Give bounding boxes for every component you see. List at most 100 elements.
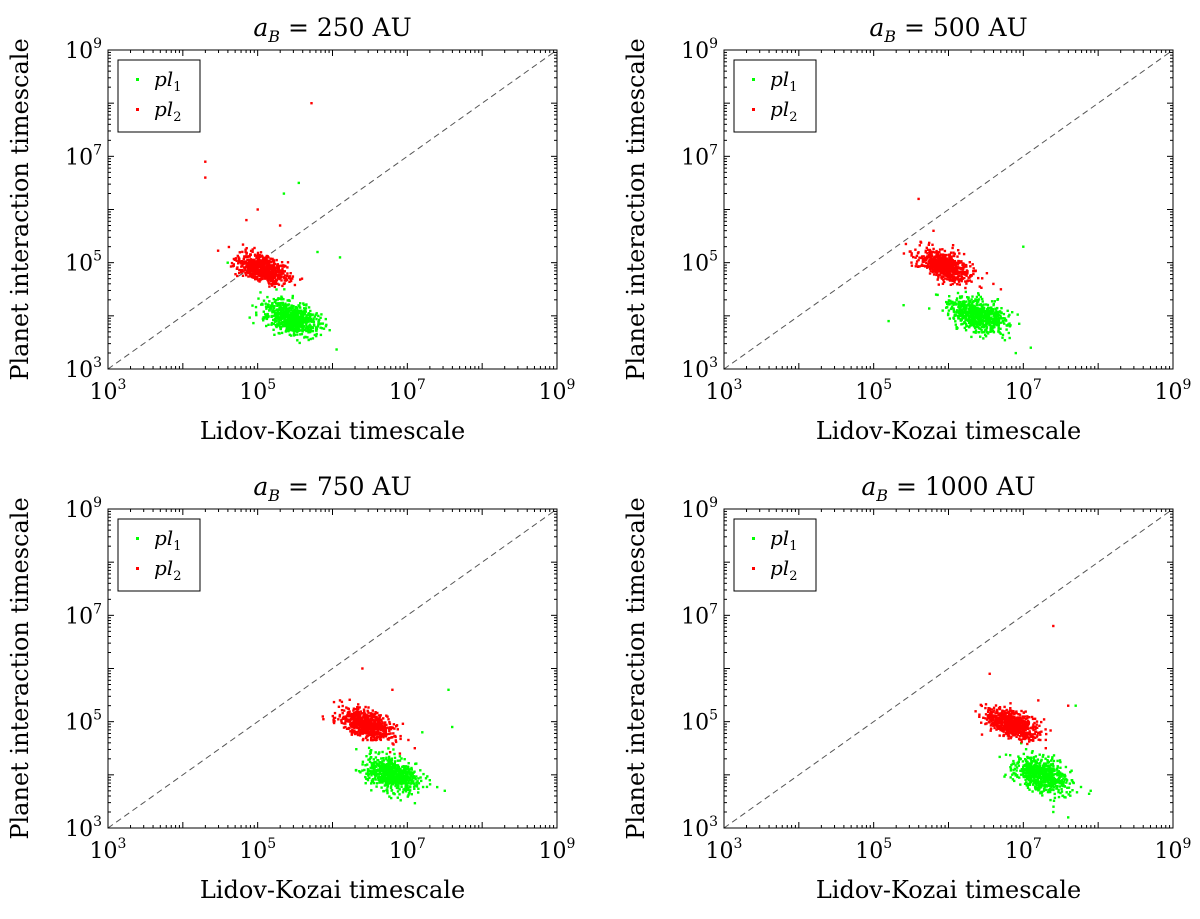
- point-pl1: [999, 332, 1002, 335]
- point-pl1: [365, 755, 368, 758]
- point-pl1: [289, 311, 293, 315]
- point-pl1: [990, 306, 993, 309]
- point-pl2: [394, 739, 397, 742]
- point-pl2: [350, 713, 353, 716]
- point-pl2: [985, 272, 989, 275]
- point-pl1: [952, 308, 955, 312]
- point-pl2: [247, 258, 250, 261]
- point-pl1: [966, 296, 969, 299]
- point-pl2: [365, 727, 369, 731]
- point-pl1: [995, 316, 998, 320]
- axis-ticks: [108, 509, 557, 828]
- outlier-point-pl1: [1022, 245, 1025, 248]
- point-pl1: [370, 756, 373, 759]
- point-pl1: [965, 312, 968, 315]
- point-pl2: [937, 283, 940, 286]
- point-pl2: [938, 262, 942, 265]
- point-pl1: [354, 769, 358, 772]
- point-pl1: [291, 296, 294, 300]
- point-pl1: [264, 305, 268, 308]
- point-pl1: [998, 331, 1001, 334]
- point-pl1: [307, 306, 311, 309]
- point-pl1: [380, 772, 383, 776]
- point-pl1: [985, 312, 988, 316]
- point-pl1: [272, 314, 275, 318]
- point-pl2: [936, 268, 939, 271]
- point-pl1: [400, 779, 403, 782]
- point-pl1: [386, 773, 389, 777]
- point-pl1: [985, 324, 988, 327]
- point-pl2: [257, 265, 260, 268]
- point-pl2: [277, 269, 280, 273]
- outlier-point-pl2: [310, 102, 313, 105]
- point-pl2: [938, 258, 942, 261]
- point-pl2: [374, 738, 377, 742]
- point-pl2: [972, 270, 975, 273]
- point-pl1: [271, 311, 274, 314]
- point-pl2: [216, 249, 220, 252]
- point-pl1: [368, 757, 372, 761]
- point-pl1: [976, 311, 980, 314]
- point-pl2: [933, 265, 936, 269]
- point-pl2: [382, 729, 385, 733]
- point-pl1: [364, 764, 367, 767]
- point-pl1: [983, 329, 987, 332]
- point-pl2: [356, 710, 359, 713]
- point-pl2: [363, 726, 366, 730]
- point-pl2: [265, 272, 269, 275]
- point-pl1: [385, 752, 388, 756]
- point-pl2: [257, 270, 260, 273]
- point-pl1: [969, 322, 972, 326]
- point-pl2: [355, 726, 358, 729]
- point-pl1: [404, 785, 407, 788]
- series-pl1: [226, 181, 342, 351]
- point-pl2: [272, 269, 275, 273]
- point-pl1: [955, 326, 958, 329]
- point-pl2: [273, 277, 276, 280]
- point-pl2: [291, 277, 294, 280]
- point-pl1: [990, 329, 993, 332]
- point-pl1: [276, 308, 279, 311]
- point-pl1: [978, 311, 982, 314]
- point-pl1: [309, 326, 313, 329]
- point-pl1: [299, 333, 302, 336]
- point-pl1: [377, 752, 380, 756]
- point-pl2: [946, 260, 949, 263]
- point-pl2: [940, 258, 943, 262]
- point-pl1: [397, 765, 400, 768]
- point-pl2: [257, 260, 261, 264]
- point-pl2: [948, 253, 952, 256]
- point-pl2: [960, 279, 963, 283]
- point-pl1: [1008, 313, 1011, 317]
- point-pl2: [944, 277, 947, 280]
- point-pl2: [368, 731, 371, 735]
- point-pl2: [934, 259, 937, 262]
- point-pl2: [952, 268, 955, 272]
- point-pl1: [994, 307, 997, 310]
- point-pl1: [275, 313, 278, 316]
- point-pl2: [964, 273, 967, 276]
- point-pl1: [389, 778, 392, 782]
- point-pl2: [375, 735, 379, 738]
- point-pl2: [375, 726, 378, 729]
- point-pl1: [266, 312, 269, 316]
- point-pl1: [390, 777, 393, 780]
- point-pl1: [985, 314, 988, 317]
- point-pl1: [1001, 336, 1004, 339]
- point-pl1: [368, 760, 372, 763]
- point-pl2: [257, 262, 260, 265]
- point-pl2: [925, 261, 928, 264]
- point-pl2: [367, 718, 370, 722]
- point-pl2: [277, 265, 281, 268]
- point-pl1: [319, 322, 323, 325]
- point-pl2: [353, 729, 356, 732]
- point-pl1: [411, 776, 415, 780]
- point-pl2: [928, 272, 932, 275]
- point-pl2: [378, 733, 381, 736]
- point-pl1: [307, 319, 310, 322]
- point-pl2: [258, 280, 261, 283]
- point-pl1: [277, 302, 280, 305]
- point-pl1: [355, 748, 358, 751]
- point-pl2: [956, 271, 960, 274]
- point-pl2: [381, 726, 385, 729]
